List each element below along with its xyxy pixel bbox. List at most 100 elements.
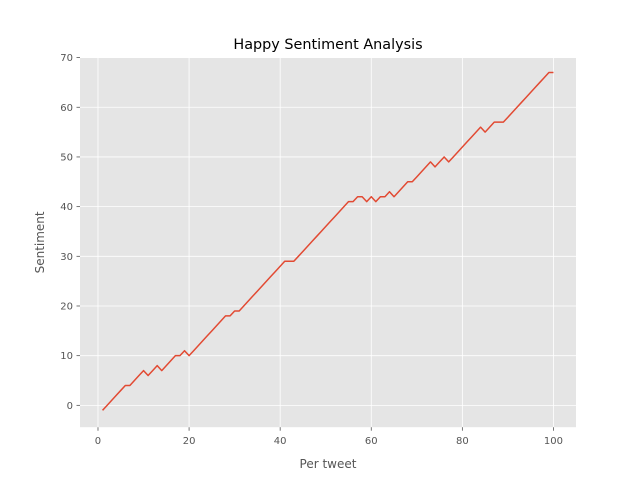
data-point: [516, 107, 517, 108]
data-point: [220, 320, 221, 321]
data-point: [475, 132, 476, 133]
data-point: [307, 246, 308, 247]
data-point: [120, 390, 121, 391]
data-point: [261, 286, 262, 287]
data-point: [494, 122, 495, 123]
data-point: [316, 236, 317, 237]
data-point: [380, 196, 381, 197]
data-point: [239, 310, 240, 311]
data-point: [216, 325, 217, 326]
y-tick-label: 60: [60, 103, 73, 114]
data-point: [198, 345, 199, 346]
data-point: [412, 181, 413, 182]
x-tick-label: 80: [456, 436, 469, 447]
data-point: [143, 370, 144, 371]
data-point: [266, 281, 267, 282]
data-point: [207, 335, 208, 336]
data-point: [147, 375, 148, 376]
data-point: [439, 161, 440, 162]
data-point: [535, 87, 536, 88]
data-point: [284, 261, 285, 262]
data-point: [334, 216, 335, 217]
data-point: [526, 97, 527, 98]
data-point: [252, 295, 253, 296]
data-point: [152, 370, 153, 371]
data-point: [471, 136, 472, 137]
x-tick-label: 0: [95, 436, 101, 447]
data-point: [343, 206, 344, 207]
x-tick-label: 60: [365, 436, 378, 447]
data-point: [457, 151, 458, 152]
y-tick-label: 50: [60, 152, 73, 163]
data-point: [371, 196, 372, 197]
data-point: [539, 82, 540, 83]
data-point: [489, 127, 490, 128]
data-point: [179, 355, 180, 356]
data-point: [280, 266, 281, 267]
x-tick-label: 100: [544, 436, 563, 447]
data-point: [243, 305, 244, 306]
x-axis-label: Per tweet: [300, 457, 357, 471]
y-tick-label: 40: [60, 202, 73, 213]
data-point: [407, 181, 408, 182]
data-point: [157, 365, 158, 366]
data-point: [275, 271, 276, 272]
data-point: [434, 166, 435, 167]
data-point: [498, 122, 499, 123]
data-point: [530, 92, 531, 93]
data-point: [448, 161, 449, 162]
data-point: [384, 196, 385, 197]
data-point: [229, 315, 230, 316]
data-point: [416, 176, 417, 177]
data-point: [398, 191, 399, 192]
data-point: [193, 350, 194, 351]
data-point: [339, 211, 340, 212]
data-point: [129, 385, 130, 386]
data-point: [211, 330, 212, 331]
data-point: [352, 201, 353, 202]
data-point: [512, 112, 513, 113]
data-point: [403, 186, 404, 187]
data-point: [298, 256, 299, 257]
data-point: [102, 410, 103, 411]
data-point: [393, 196, 394, 197]
data-point: [553, 72, 554, 73]
y-tick-label: 10: [60, 351, 73, 362]
data-point: [544, 77, 545, 78]
data-point: [357, 196, 358, 197]
data-point: [503, 122, 504, 123]
data-point: [507, 117, 508, 118]
data-point: [161, 370, 162, 371]
y-tick-label: 70: [60, 53, 73, 64]
data-point: [485, 132, 486, 133]
data-point: [166, 365, 167, 366]
data-point: [453, 156, 454, 157]
data-point: [444, 156, 445, 157]
x-tick-label: 20: [183, 436, 196, 447]
data-point: [348, 201, 349, 202]
data-point: [170, 360, 171, 361]
data-point: [234, 310, 235, 311]
data-point: [270, 276, 271, 277]
x-tick-label: 40: [274, 436, 287, 447]
data-point: [111, 400, 112, 401]
chart-title: Happy Sentiment Analysis: [233, 37, 422, 53]
data-point: [521, 102, 522, 103]
data-point: [466, 141, 467, 142]
data-point: [548, 72, 549, 73]
data-point: [289, 261, 290, 262]
axis-ticks: 0 20 40 60 80 100 0 10 20 30 40 50 60 70: [60, 53, 563, 447]
grid-lines: [80, 57, 576, 428]
data-point: [321, 231, 322, 232]
y-axis-label: Sentiment: [33, 211, 47, 273]
data-point: [225, 315, 226, 316]
data-point: [430, 161, 431, 162]
data-point: [248, 300, 249, 301]
data-point: [116, 395, 117, 396]
data-point: [389, 191, 390, 192]
data-point: [375, 201, 376, 202]
data-point: [125, 385, 126, 386]
data-point: [188, 355, 189, 356]
series-line: [101, 71, 554, 411]
